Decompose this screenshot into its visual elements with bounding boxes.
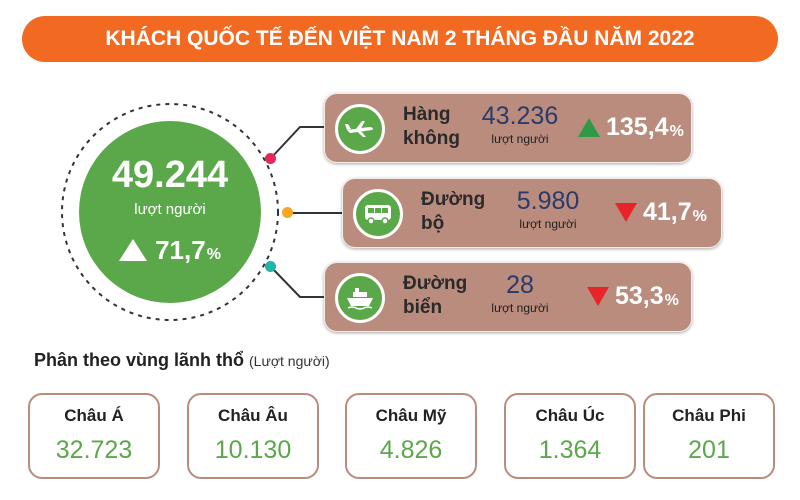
region-value: 10.130 xyxy=(214,436,292,464)
mode-change: 135,4 % xyxy=(578,114,684,141)
connector-sea xyxy=(270,266,330,298)
page-title: KHÁCH QUỐC TẾ ĐẾN VIỆT NAM 2 THÁNG ĐẦU N… xyxy=(22,16,778,62)
region-value: 1.364 xyxy=(538,436,602,464)
region-name: Châu Phi xyxy=(672,406,746,425)
mode-label: Hàng không xyxy=(403,104,460,149)
region-name: Châu Úc xyxy=(535,406,605,425)
up-triangle-icon xyxy=(578,118,600,137)
total-change: 71,7 % xyxy=(119,236,221,264)
region-name: Châu Á xyxy=(64,406,124,425)
region-card-africa: Châu Phi 201 xyxy=(643,393,775,479)
dashed-ring xyxy=(61,103,279,321)
down-triangle-icon xyxy=(587,287,609,306)
regions-section-title: Phân theo vùng lãnh thổ (Lượt người) xyxy=(34,350,330,370)
region-card-europe: Châu Âu 10.130 xyxy=(187,393,319,479)
total-change-value: 71,7 xyxy=(155,235,206,265)
mode-card-air: Hàng không 43.236 lượt người 135,4 % xyxy=(324,93,692,163)
mode-change: 53,3 % xyxy=(587,283,679,310)
total-visitors-circle: 49.244 lượt người 71,7 % xyxy=(79,121,261,303)
regions-section-subtitle: (Lượt người) xyxy=(249,353,330,369)
mode-value: 43.236 xyxy=(481,102,559,130)
mode-unit: lượt người xyxy=(491,132,549,146)
region-value: 4.826 xyxy=(379,436,443,464)
mode-unit: lượt người xyxy=(491,301,549,315)
mode-value: 5.980 xyxy=(516,187,580,215)
region-card-asia: Châu Á 32.723 xyxy=(28,393,160,479)
bus-icon xyxy=(353,189,403,239)
total-value: 49.244 xyxy=(111,154,229,196)
mode-change: 41,7 % xyxy=(615,199,707,226)
connector-air xyxy=(270,126,330,159)
mode-card-sea: Đường biển 28 lượt người 53,3 % xyxy=(324,262,692,332)
total-change-sign: % xyxy=(206,246,221,263)
dot-road xyxy=(282,207,293,218)
dot-sea xyxy=(265,261,276,272)
dot-air xyxy=(265,153,276,164)
total-unit: lượt người xyxy=(134,201,206,218)
mode-card-road: Đường bộ 5.980 lượt người 41,7 % xyxy=(342,178,722,248)
region-card-oceania: Châu Úc 1.364 xyxy=(504,393,636,479)
region-value: 201 xyxy=(688,436,730,464)
region-name: Châu Mỹ xyxy=(375,406,447,425)
region-name: Châu Âu xyxy=(218,406,288,425)
region-card-americas: Châu Mỹ 4.826 xyxy=(345,393,477,479)
mode-label: Đường bộ xyxy=(421,189,486,234)
ship-icon xyxy=(335,273,385,323)
airplane-icon xyxy=(335,104,385,154)
region-value: 32.723 xyxy=(55,436,133,464)
mode-value: 28 xyxy=(506,271,534,299)
mode-unit: lượt người xyxy=(519,217,577,231)
down-triangle-icon xyxy=(615,203,637,222)
mode-label: Đường biển xyxy=(403,273,468,318)
up-triangle-icon xyxy=(119,239,148,261)
